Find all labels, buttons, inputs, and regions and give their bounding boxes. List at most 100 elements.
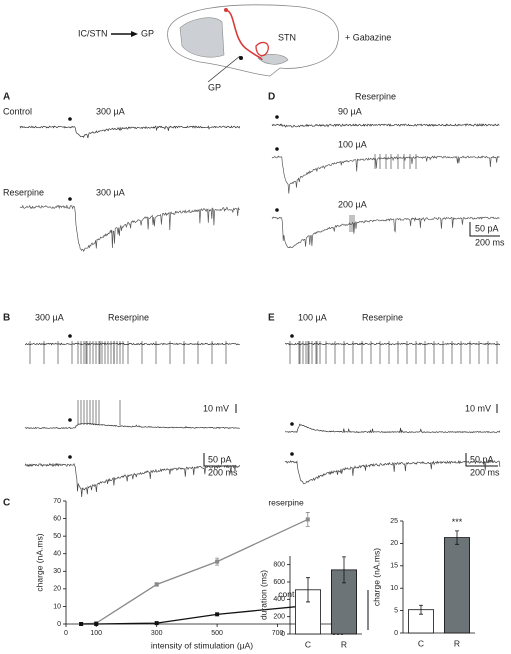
error-bar bbox=[419, 604, 423, 615]
stimulus-label: 300 µA bbox=[96, 187, 125, 197]
x-tick-label: R bbox=[454, 638, 460, 648]
x-tick-label: C bbox=[305, 639, 311, 649]
y-tick-label: 70 bbox=[53, 498, 61, 505]
y-tick-label: 200 bbox=[273, 614, 285, 621]
trace bbox=[19, 125, 241, 139]
arrow-head bbox=[131, 31, 138, 37]
gp-label: GP bbox=[208, 82, 221, 92]
series-label: control bbox=[278, 589, 304, 599]
scale-label: 200 ms bbox=[475, 237, 505, 247]
y-tick-label: 600 bbox=[273, 579, 285, 586]
pathway-target: GP bbox=[141, 28, 154, 38]
scale-label: 10 mV bbox=[203, 403, 229, 413]
stimulus-label: 90 µA bbox=[338, 106, 362, 116]
stim-marker bbox=[68, 334, 72, 338]
y-tick-label: 30 bbox=[53, 568, 61, 575]
stim-marker bbox=[275, 147, 279, 151]
y-tick-label: 0 bbox=[281, 631, 285, 638]
panel-label: E bbox=[268, 313, 275, 324]
point bbox=[215, 559, 220, 564]
x-tick-label: R bbox=[341, 639, 347, 649]
point bbox=[154, 621, 159, 626]
stimulus-label: 300 µA bbox=[35, 312, 64, 322]
x-tick-label: 0 bbox=[64, 630, 68, 637]
scale-bar bbox=[465, 453, 498, 467]
scale-label: 50 pA bbox=[208, 454, 232, 464]
y-tick-label: 60 bbox=[53, 515, 61, 522]
y-tick-label: 15 bbox=[390, 563, 398, 570]
stim-marker bbox=[290, 452, 294, 456]
y-axis-label: charge (nA.ms) bbox=[34, 533, 44, 591]
stim-site bbox=[224, 8, 228, 12]
error-bar bbox=[306, 577, 310, 603]
annotation: *** bbox=[452, 517, 463, 527]
scale-label: 200 ms bbox=[208, 467, 238, 477]
x-tick-label: 700 bbox=[272, 630, 284, 637]
electrode bbox=[207, 55, 241, 83]
gabazine-label: + Gabazine bbox=[345, 32, 391, 42]
stim-marker bbox=[290, 422, 294, 426]
scale-label: 50 pA bbox=[475, 223, 499, 233]
point bbox=[215, 612, 220, 617]
trace bbox=[284, 459, 501, 485]
y-tick-label: 10 bbox=[390, 585, 398, 592]
trace-label: Reserpine bbox=[3, 187, 44, 197]
stimulus-label: 100 µA bbox=[338, 139, 367, 149]
trace bbox=[284, 342, 501, 346]
trace bbox=[271, 123, 500, 128]
trace bbox=[19, 204, 240, 253]
error-bar bbox=[455, 530, 459, 545]
stimulus-label: 200 µA bbox=[338, 199, 367, 209]
x-tick-label: 100 bbox=[90, 630, 102, 637]
y-tick-label: 20 bbox=[390, 540, 398, 547]
stim-marker bbox=[68, 197, 72, 201]
stimulus-label: 300 µA bbox=[96, 106, 125, 116]
point bbox=[79, 622, 84, 626]
stn-label: STN bbox=[278, 32, 296, 42]
stimulus-label: 100 µA bbox=[298, 312, 327, 322]
x-tick-label: 300 bbox=[151, 630, 163, 637]
scale-label: 50 pA bbox=[470, 454, 494, 464]
gp-site bbox=[239, 56, 243, 60]
y-tick-label: 800 bbox=[273, 562, 285, 569]
x-tick-label: 500 bbox=[211, 630, 223, 637]
panel-label: B bbox=[3, 313, 10, 324]
y-tick-label: 10 bbox=[53, 603, 61, 610]
y-axis-label: duration (ms) bbox=[258, 570, 268, 620]
point bbox=[94, 622, 99, 626]
x-tick-label: C bbox=[418, 638, 424, 648]
panel-label: A bbox=[3, 92, 10, 103]
stim-marker bbox=[275, 115, 279, 119]
scale-label: 200 ms bbox=[470, 467, 500, 477]
cortex-region bbox=[179, 17, 225, 58]
trace-label: Control bbox=[3, 106, 32, 116]
y-tick-label: 0 bbox=[394, 630, 398, 637]
trace bbox=[24, 462, 241, 498]
panel-title: Reserpine bbox=[362, 312, 403, 322]
trace bbox=[24, 342, 240, 346]
stim-marker bbox=[275, 208, 279, 212]
stim-marker bbox=[68, 418, 72, 422]
pathway-source: IC/STN bbox=[78, 28, 108, 38]
trace bbox=[284, 423, 501, 434]
pathway bbox=[225, 9, 263, 61]
panel-title: Reserpine bbox=[355, 91, 396, 101]
trace bbox=[271, 216, 500, 249]
y-tick-label: 0 bbox=[57, 621, 61, 628]
region bbox=[257, 54, 289, 65]
panel-label: C bbox=[3, 498, 10, 509]
y-axis-label: charge (nA.ms) bbox=[371, 548, 381, 606]
y-tick-label: 400 bbox=[273, 596, 285, 603]
y-tick-label: 40 bbox=[53, 551, 61, 558]
y-tick-label: 20 bbox=[53, 586, 61, 593]
trace bbox=[24, 422, 240, 429]
panel-label: D bbox=[268, 92, 275, 103]
stim-marker bbox=[68, 455, 72, 459]
stn-region bbox=[255, 41, 269, 57]
stim-marker bbox=[290, 334, 294, 338]
y-tick-label: 50 bbox=[53, 533, 61, 540]
x-axis-label: intensity of stimulation (µA) bbox=[151, 640, 253, 650]
bar bbox=[443, 537, 470, 634]
point bbox=[154, 582, 159, 587]
